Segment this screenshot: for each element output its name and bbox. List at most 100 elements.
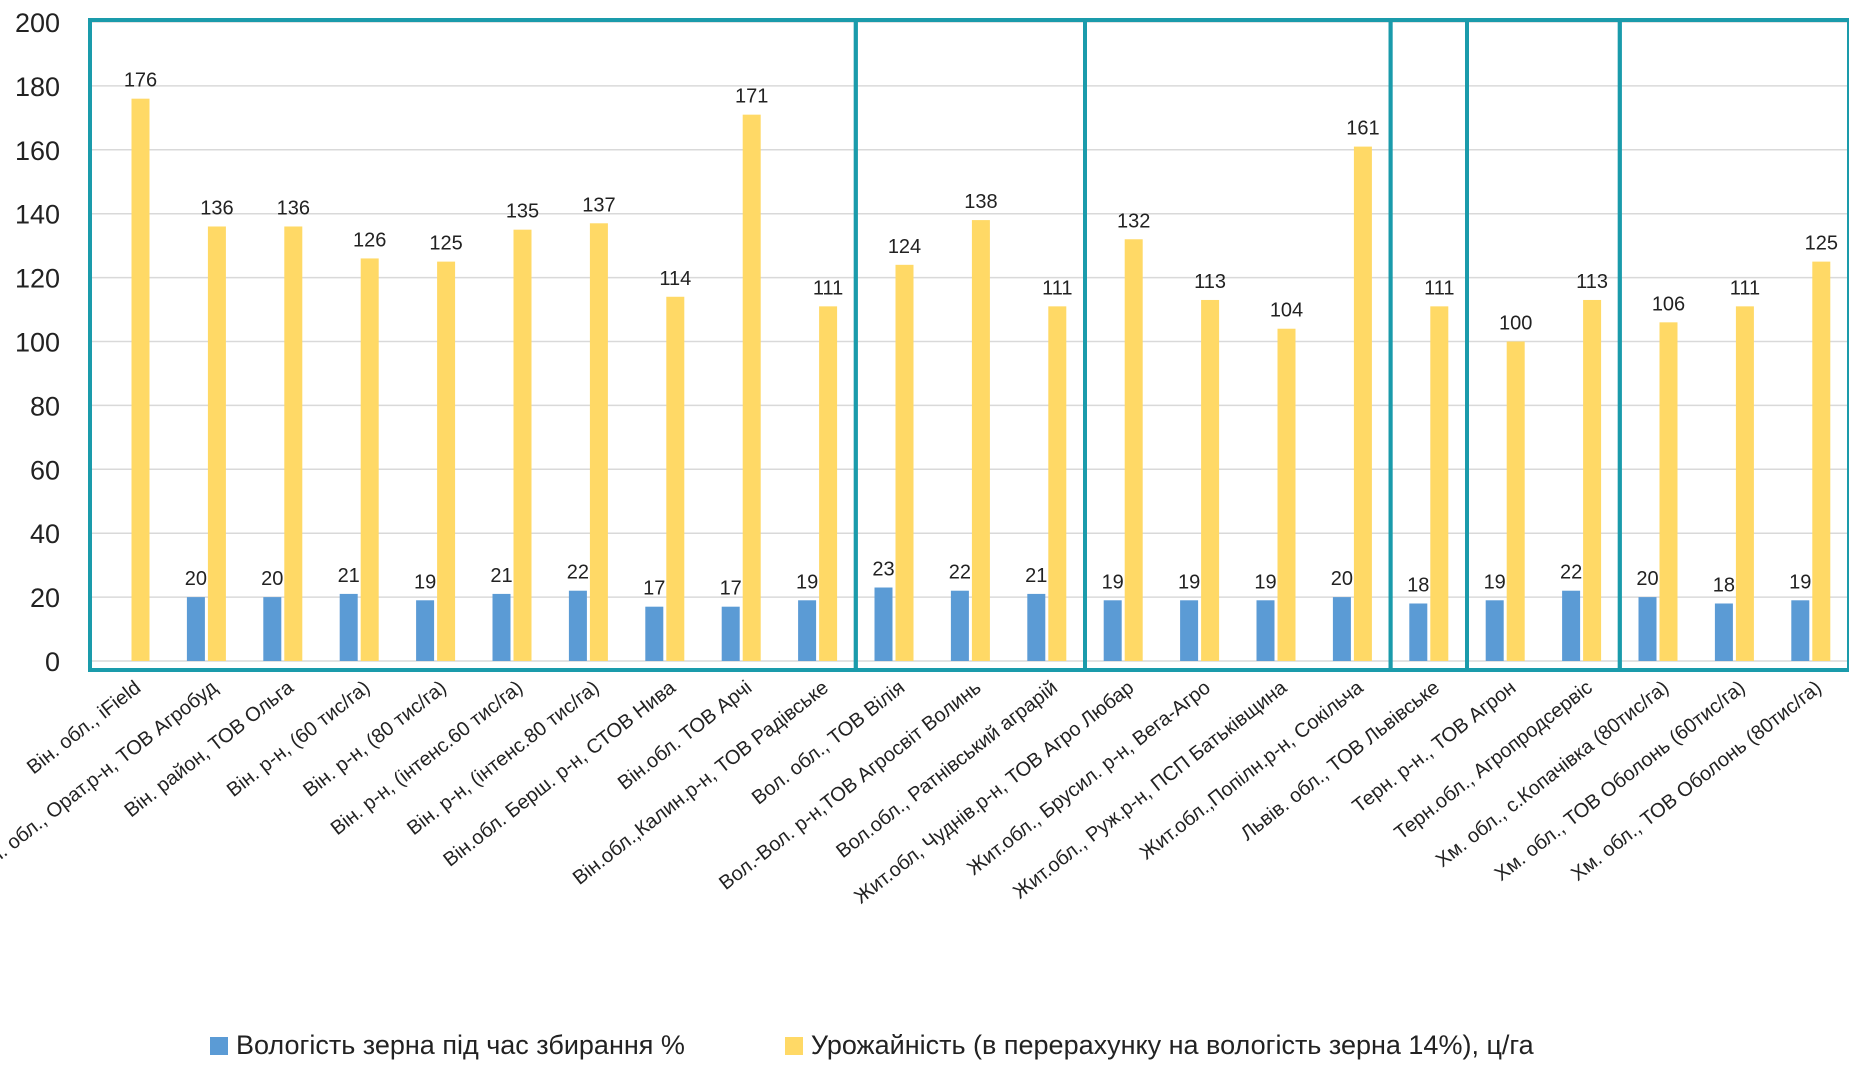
legend-label-moisture: Вологість зерна під час збирання % bbox=[236, 1030, 685, 1060]
data-label-yield: 125 bbox=[429, 233, 462, 255]
legend-swatch-moisture bbox=[210, 1036, 228, 1055]
bar-moisture bbox=[263, 597, 282, 661]
data-label-yield: 171 bbox=[735, 86, 768, 108]
y-tick-label: 100 bbox=[15, 328, 60, 358]
data-label-yield: 114 bbox=[659, 268, 691, 290]
bar-moisture bbox=[950, 590, 969, 661]
bar-moisture bbox=[1103, 600, 1122, 661]
y-tick-label: 160 bbox=[15, 136, 60, 166]
data-label-moisture: 18 bbox=[1407, 574, 1429, 596]
bar-yield bbox=[1201, 299, 1220, 661]
data-label-moisture: 19 bbox=[414, 571, 436, 593]
bar-moisture bbox=[874, 587, 893, 661]
bar-yield bbox=[131, 98, 150, 662]
data-label-yield: 176 bbox=[124, 70, 157, 92]
bar-moisture bbox=[568, 590, 587, 661]
bar-moisture bbox=[1714, 603, 1733, 661]
data-label-yield: 161 bbox=[1346, 118, 1379, 140]
data-label-moisture: 19 bbox=[1102, 571, 1124, 593]
data-label-moisture: 19 bbox=[1484, 571, 1506, 593]
bar-yield bbox=[284, 226, 303, 662]
bar-moisture bbox=[492, 593, 511, 661]
y-tick-label: 40 bbox=[30, 519, 60, 549]
data-label-yield: 111 bbox=[1042, 277, 1072, 299]
data-label-moisture: 19 bbox=[1789, 571, 1811, 593]
bar-moisture bbox=[1791, 600, 1810, 661]
data-label-yield: 106 bbox=[1652, 293, 1685, 315]
data-label-moisture: 20 bbox=[261, 568, 283, 590]
data-label-yield: 111 bbox=[1424, 277, 1454, 299]
bar-yield bbox=[1277, 328, 1296, 661]
bar-moisture bbox=[798, 600, 817, 661]
x-tick-label: Він. р-н, (80 тис/га) bbox=[299, 677, 450, 802]
bar-yield bbox=[360, 258, 379, 661]
data-label-yield: 113 bbox=[1194, 271, 1226, 293]
y-tick-label: 180 bbox=[15, 72, 60, 102]
y-tick-label: 20 bbox=[30, 583, 60, 613]
x-tick-label: Він.обл. ТОВ Арчі bbox=[614, 677, 756, 795]
y-tick-label: 60 bbox=[30, 455, 60, 485]
bar-moisture bbox=[416, 600, 435, 661]
data-label-moisture: 22 bbox=[949, 562, 971, 584]
bar-yield bbox=[1506, 341, 1525, 661]
bar-moisture bbox=[721, 606, 740, 661]
data-label-moisture: 19 bbox=[796, 571, 818, 593]
data-label-yield: 132 bbox=[1117, 210, 1150, 232]
data-label-moisture: 17 bbox=[720, 578, 742, 600]
data-label-yield: 138 bbox=[964, 191, 997, 213]
bar-moisture bbox=[1485, 600, 1504, 661]
y-tick-label: 80 bbox=[30, 391, 60, 421]
bar-yield bbox=[819, 306, 838, 661]
bar-moisture bbox=[1027, 593, 1046, 661]
data-label-yield: 111 bbox=[1730, 277, 1760, 299]
data-label-yield: 113 bbox=[1576, 271, 1608, 293]
y-tick-label: 120 bbox=[15, 264, 60, 294]
data-label-yield: 135 bbox=[506, 201, 539, 223]
bar-yield bbox=[895, 264, 914, 661]
data-label-yield: 124 bbox=[888, 236, 921, 258]
data-label-yield: 104 bbox=[1270, 300, 1303, 322]
y-tick-label: 0 bbox=[45, 647, 60, 677]
data-label-yield: 136 bbox=[200, 197, 233, 219]
y-tick-label: 140 bbox=[15, 200, 60, 230]
data-label-moisture: 21 bbox=[490, 565, 512, 587]
bar-yield bbox=[1659, 322, 1678, 661]
bar-yield bbox=[1353, 146, 1372, 662]
data-label-moisture: 22 bbox=[567, 562, 589, 584]
legend-item-moisture: Вологість зерна під час збирання % bbox=[210, 1030, 685, 1061]
data-label-moisture: 20 bbox=[185, 568, 207, 590]
bar-yield bbox=[513, 229, 532, 662]
bar-moisture bbox=[645, 606, 664, 661]
data-label-moisture: 18 bbox=[1713, 574, 1735, 596]
data-label-yield: 111 bbox=[813, 277, 843, 299]
bar-yield bbox=[971, 220, 990, 661]
legend-label-yield: Урожайність (в перерахунку на вологість … bbox=[810, 1030, 1534, 1060]
bar-moisture bbox=[1409, 603, 1428, 661]
data-label-yield: 137 bbox=[582, 194, 615, 216]
bar-yield bbox=[1124, 239, 1143, 661]
data-label-moisture: 17 bbox=[643, 578, 665, 600]
legend-item-yield: Урожайність (в перерахунку на вологість … bbox=[784, 1030, 1534, 1061]
data-label-moisture: 19 bbox=[1254, 571, 1276, 593]
bar-yield bbox=[1735, 306, 1754, 661]
bar-yield bbox=[1583, 299, 1602, 661]
data-label-yield: 126 bbox=[353, 229, 386, 251]
bar-yield bbox=[1812, 261, 1831, 661]
bar-moisture bbox=[339, 593, 358, 661]
bar-yield bbox=[666, 296, 685, 661]
bar-yield bbox=[1048, 306, 1067, 661]
y-tick-label: 200 bbox=[15, 8, 60, 38]
x-tick-label: Він. р-н, (60 тис/га) bbox=[223, 677, 374, 802]
bar-moisture bbox=[1256, 600, 1275, 661]
data-label-yield: 100 bbox=[1499, 313, 1532, 335]
bar-moisture bbox=[186, 597, 205, 661]
data-label-moisture: 20 bbox=[1331, 568, 1353, 590]
bar-yield bbox=[742, 114, 761, 661]
x-tick-label: Жит.обл., Руж.р-н, ПСП Батьківщина bbox=[1009, 676, 1291, 903]
region-box bbox=[1617, 18, 1849, 672]
bar-yield bbox=[1430, 306, 1449, 661]
legend: Вологість зерна під час збирання % Урожа… bbox=[210, 1030, 1634, 1061]
data-label-moisture: 21 bbox=[338, 565, 360, 587]
data-label-moisture: 21 bbox=[1025, 565, 1047, 587]
